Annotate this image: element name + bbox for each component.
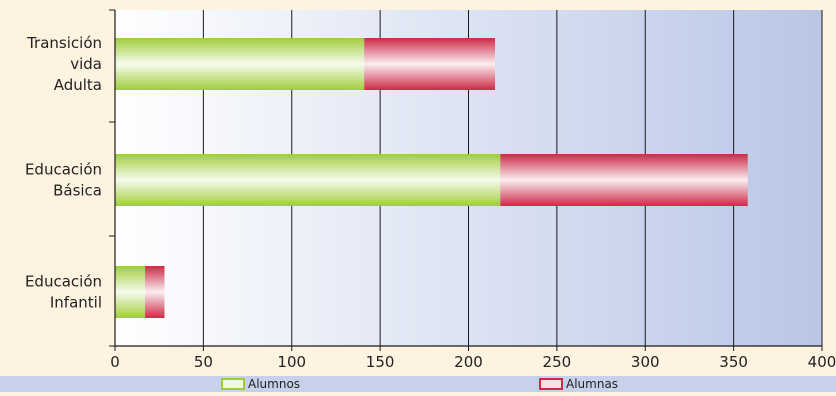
legend-swatch (539, 378, 563, 390)
legend-label: Alumnos (248, 377, 300, 391)
bar-alumnas (500, 154, 748, 206)
category-label: Educación (25, 161, 102, 179)
x-tick-label: 150 (366, 353, 395, 371)
category-label: Educación (25, 273, 102, 291)
x-tick-label: 0 (110, 353, 120, 371)
legend-item-alumnas: Alumnas (539, 377, 618, 391)
bar-alumnas (145, 266, 165, 318)
category-label: Transición (26, 34, 102, 52)
x-tick-label: 50 (194, 353, 213, 371)
category-labels: Transición vida Adulta Educación Básica Educa… (25, 34, 102, 312)
x-tick-label: 250 (543, 353, 572, 371)
bars (115, 38, 748, 318)
x-tick-labels: 0 50 100 150 200 250 300 350 400 (110, 353, 836, 371)
bar-alumnos (115, 266, 146, 318)
x-tick-label: 100 (277, 353, 306, 371)
legend: Alumnos Alumnas (221, 377, 618, 391)
x-tick-label: 400 (808, 353, 836, 371)
legend-label: Alumnas (566, 377, 618, 391)
category-label: Infantil (50, 294, 102, 312)
legend-item-alumnos: Alumnos (221, 377, 300, 391)
axes (109, 9, 823, 351)
x-tick-label: 300 (631, 353, 660, 371)
category-label: vida (70, 55, 102, 73)
bar-alumnas (364, 38, 496, 90)
legend-band (0, 376, 836, 392)
category-label: Básica (53, 182, 102, 200)
bar-alumnos (115, 38, 365, 90)
bar-alumnos (115, 154, 501, 206)
legend-swatch (221, 378, 245, 390)
x-tick-label: 200 (454, 353, 483, 371)
category-label: Adulta (54, 76, 102, 94)
x-tick-label: 350 (719, 353, 748, 371)
